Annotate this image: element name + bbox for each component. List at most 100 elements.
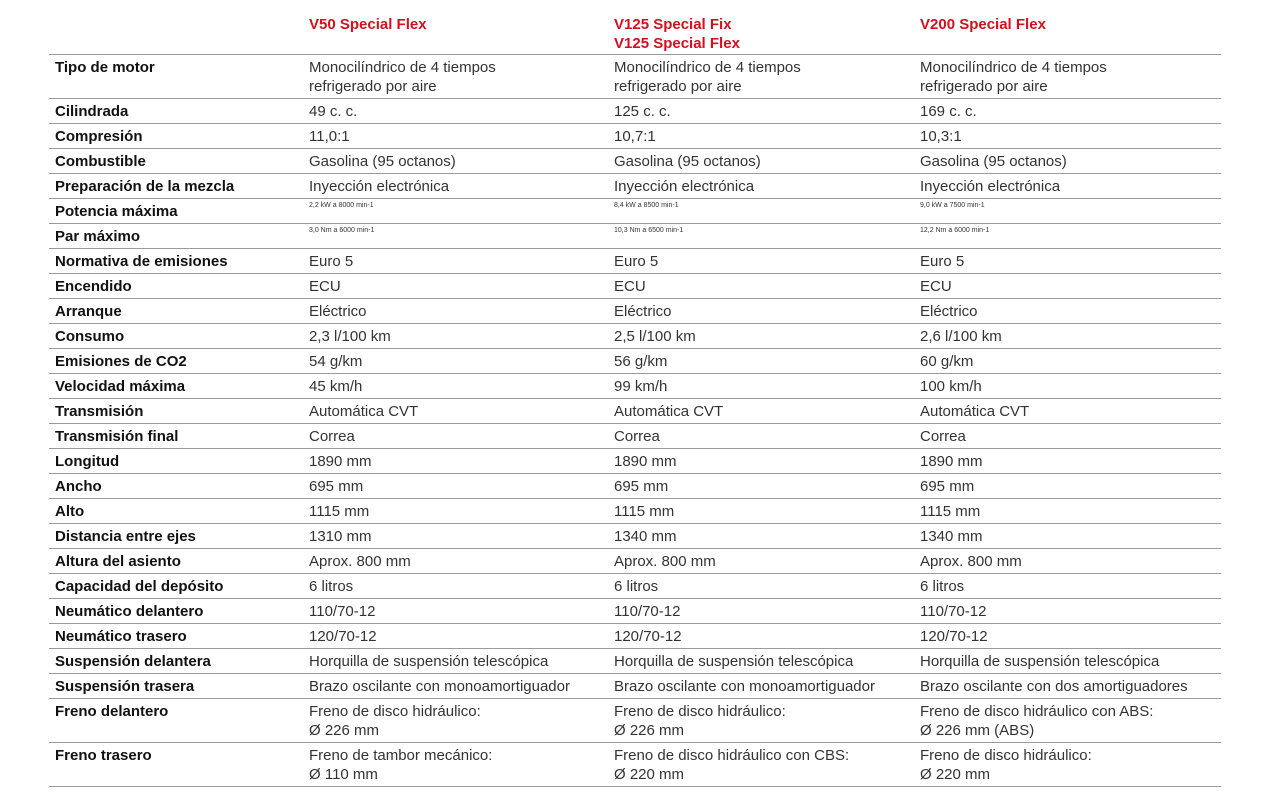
spec-value-line: 12,2 Nm a 6000 min-1 bbox=[920, 227, 990, 234]
spec-body: Tipo de motor Monocilíndrico de 4 tiempos… bbox=[49, 54, 1221, 787]
spec-value: 2,3 l/100 km bbox=[303, 323, 608, 349]
spec-value: 1310 mm bbox=[303, 523, 608, 549]
spec-value-line: Eléctrico bbox=[920, 303, 978, 320]
spec-value: Freno de disco hidráulico: Ø 226 mm bbox=[608, 698, 914, 743]
spec-row: Freno trasero Freno de tambor mecánico: Ø … bbox=[49, 742, 1221, 787]
spec-row: Suspensión delantera Horquilla de suspens… bbox=[49, 648, 1221, 674]
spec-value: 1340 mm bbox=[914, 523, 1221, 549]
spec-value-line: Ø 226 mm (ABS) bbox=[920, 722, 1035, 739]
spec-value: Euro 5 bbox=[914, 248, 1221, 274]
model-name: V200 Special Flex bbox=[920, 16, 1046, 33]
spec-value-line: 110/70-12 bbox=[614, 603, 681, 620]
spec-label: Altura del asiento bbox=[49, 548, 303, 574]
spec-value-line: 1115 mm bbox=[309, 503, 370, 520]
model-name: V125 Special Fix bbox=[614, 16, 732, 33]
spec-value-line: 60 g/km bbox=[920, 353, 974, 370]
spec-label: Ancho bbox=[49, 473, 303, 499]
spec-value: 1890 mm bbox=[914, 448, 1221, 474]
spec-value-line: Eléctrico bbox=[309, 303, 367, 320]
spec-value-line: Ø 110 mm bbox=[309, 766, 378, 783]
spec-value: 695 mm bbox=[914, 473, 1221, 499]
spec-label: Velocidad máxima bbox=[49, 373, 303, 399]
spec-value-line: 49 c. c. bbox=[309, 103, 358, 120]
spec-value-line: 10,3 Nm a 6500 min-1 bbox=[614, 227, 684, 234]
spec-value-line: 120/70-12 bbox=[309, 628, 377, 645]
spec-value: Horquilla de suspensión telescópica bbox=[608, 648, 914, 674]
spec-value-line: 10,7:1 bbox=[614, 128, 656, 145]
spec-value-line: 1310 mm bbox=[309, 528, 372, 545]
spec-value-line: Euro 5 bbox=[920, 253, 965, 270]
spec-label: Transmisión bbox=[49, 398, 303, 424]
spec-value: Correa bbox=[608, 423, 914, 449]
spec-value-line: ECU bbox=[614, 278, 646, 295]
model-header-3: V200 Special Flex bbox=[914, 15, 1221, 55]
spec-value-line: Freno de disco hidráulico con CBS: bbox=[614, 747, 850, 764]
spec-value: 1890 mm bbox=[303, 448, 608, 474]
spec-value-line: Aprox. 800 mm bbox=[920, 553, 1022, 570]
spec-row: Cilindrada 49 c. c. 125 c. c. 169 c. c. bbox=[49, 98, 1221, 124]
spec-value-line: Inyección electrónica bbox=[309, 178, 450, 195]
spec-value-line: Gasolina (95 octanos) bbox=[614, 153, 761, 170]
spec-row: Consumo 2,3 l/100 km 2,5 l/100 km 2,6 l/100… bbox=[49, 323, 1221, 349]
spec-label: Neumático delantero bbox=[49, 598, 303, 624]
spec-value-line: 45 km/h bbox=[309, 378, 363, 395]
spec-value-line: Euro 5 bbox=[614, 253, 659, 270]
spec-label: Encendido bbox=[49, 273, 303, 299]
spec-value-line: 11,0:1 bbox=[309, 128, 350, 145]
spec-value-line: Horquilla de suspensión telescópica bbox=[920, 653, 1160, 670]
spec-row: Altura del asiento Aprox. 800 mm Aprox. 80… bbox=[49, 548, 1221, 574]
spec-value: Eléctrico bbox=[608, 298, 914, 324]
spec-value: 110/70-12 bbox=[608, 598, 914, 624]
spec-value: Euro 5 bbox=[303, 248, 608, 274]
spec-value-line: 2,5 l/100 km bbox=[614, 328, 696, 345]
spec-value: Inyección electrónica bbox=[914, 173, 1221, 199]
spec-value: 695 mm bbox=[303, 473, 608, 499]
spec-label: Distancia entre ejes bbox=[49, 523, 303, 549]
spec-value-line: 2,3 l/100 km bbox=[309, 328, 391, 345]
spec-value: 2,2 kW a 8000 min-1 bbox=[303, 198, 608, 224]
spec-label: Freno delantero bbox=[49, 698, 303, 743]
spec-value-line: Automática CVT bbox=[614, 403, 724, 420]
spec-row: Longitud 1890 mm 1890 mm 1890 mm bbox=[49, 448, 1221, 474]
spec-value: 2,5 l/100 km bbox=[608, 323, 914, 349]
spec-row: Compresión 11,0:1 10,7:1 10,3:1 bbox=[49, 123, 1221, 149]
spec-value: Correa bbox=[914, 423, 1221, 449]
spec-value-line: 1890 mm bbox=[614, 453, 677, 470]
spec-value: Automática CVT bbox=[914, 398, 1221, 424]
spec-value-line: Freno de disco hidráulico: bbox=[920, 747, 1092, 764]
spec-value-line: Inyección electrónica bbox=[614, 178, 755, 195]
spec-value-line: 1340 mm bbox=[614, 528, 677, 545]
spec-value: 1115 mm bbox=[914, 498, 1221, 524]
spec-label: Arranque bbox=[49, 298, 303, 324]
spec-value-line: Euro 5 bbox=[309, 253, 354, 270]
spec-row: Neumático trasero 120/70-12 120/70-12 120/7… bbox=[49, 623, 1221, 649]
spec-label: Alto bbox=[49, 498, 303, 524]
spec-value-line: Freno de disco hidráulico: bbox=[614, 703, 786, 720]
spec-value: Brazo oscilante con monoamortiguador bbox=[303, 673, 608, 699]
spec-value: 10,3:1 bbox=[914, 123, 1221, 149]
spec-value: 9,0 kW a 7500 min-1 bbox=[914, 198, 1221, 224]
spec-value: Aprox. 800 mm bbox=[303, 548, 608, 574]
spec-value-line: 1115 mm bbox=[920, 503, 981, 520]
header-row: V50 Special Flex V125 Special Fix V125 Spe… bbox=[49, 15, 1221, 55]
spec-value: Brazo oscilante con dos amortiguadores bbox=[914, 673, 1221, 699]
spec-value-line: Ø 220 mm bbox=[614, 766, 685, 783]
spec-value-line: 695 mm bbox=[614, 478, 669, 495]
header-label-cell bbox=[49, 15, 303, 55]
spec-value-line: Monocilíndrico de 4 tiempos bbox=[614, 59, 801, 76]
spec-value-line: 695 mm bbox=[309, 478, 364, 495]
spec-value-line: Eléctrico bbox=[614, 303, 672, 320]
spec-value: Inyección electrónica bbox=[303, 173, 608, 199]
spec-value: 11,0:1 bbox=[303, 123, 608, 149]
spec-row: Freno delantero Freno de disco hidráulico… bbox=[49, 698, 1221, 743]
spec-value-line: Freno de disco hidráulico con ABS: bbox=[920, 703, 1154, 720]
spec-value: Horquilla de suspensión telescópica bbox=[914, 648, 1221, 674]
spec-label: Longitud bbox=[49, 448, 303, 474]
spec-value: Inyección electrónica bbox=[608, 173, 914, 199]
spec-value: 10,3 Nm a 6500 min-1 bbox=[608, 223, 914, 249]
spec-row: Velocidad máxima 45 km/h 99 km/h 100 km/h bbox=[49, 373, 1221, 399]
spec-value: ECU bbox=[608, 273, 914, 299]
spec-row: Combustible Gasolina (95 octanos) Gasolina… bbox=[49, 148, 1221, 174]
spec-value: 12,2 Nm a 6000 min-1 bbox=[914, 223, 1221, 249]
spec-value: Automática CVT bbox=[303, 398, 608, 424]
